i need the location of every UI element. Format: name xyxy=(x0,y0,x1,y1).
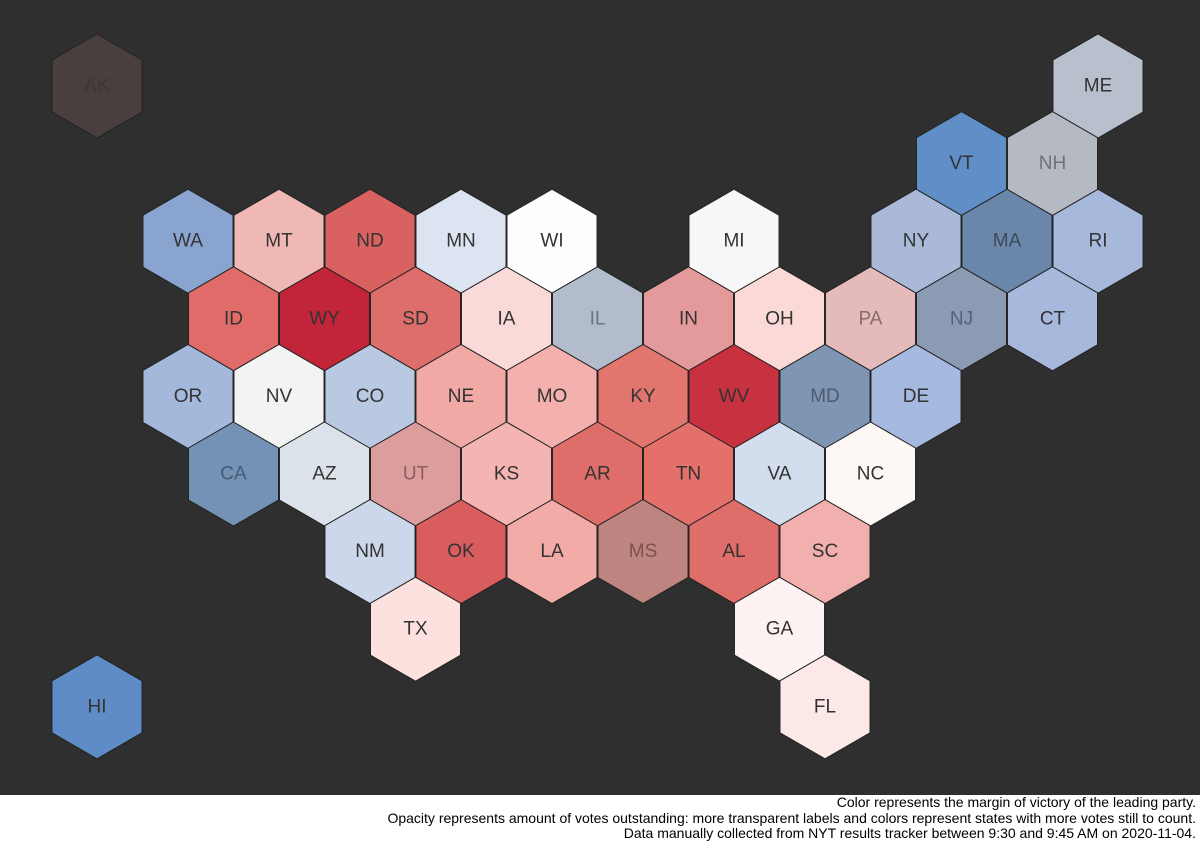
state-label: NC xyxy=(857,464,884,485)
state-label: CO xyxy=(356,386,385,407)
state-hex xyxy=(779,654,871,760)
state-hex xyxy=(187,421,280,527)
state-label: NV xyxy=(266,386,293,407)
state-label: PA xyxy=(859,308,883,329)
state-label: DE xyxy=(903,386,929,407)
state-label: MD xyxy=(810,386,840,407)
state-label: MA xyxy=(993,231,1022,252)
footer-line: Data manually collected from NYT results… xyxy=(623,825,1196,841)
state-label: IL xyxy=(590,308,606,329)
state: WA xyxy=(142,188,234,294)
state-label: CT xyxy=(1040,308,1066,329)
state-label: AR xyxy=(584,464,610,485)
state-label: HI xyxy=(88,696,107,717)
state-label: GA xyxy=(766,619,794,640)
state-label: LA xyxy=(540,541,564,562)
state-label: CA xyxy=(220,464,247,485)
footer-line: Color represents the margin of victory o… xyxy=(836,794,1196,810)
state-label: TN xyxy=(676,464,701,485)
state-hex xyxy=(597,499,689,605)
state: MN xyxy=(415,188,507,294)
state: NY xyxy=(870,188,962,294)
state: LA xyxy=(506,499,598,605)
state: OH xyxy=(733,266,826,372)
state: WV xyxy=(688,343,780,449)
state-label: OH xyxy=(765,308,794,329)
state-label: ID xyxy=(224,308,243,329)
state: RI xyxy=(1052,188,1144,294)
state: PA xyxy=(824,266,917,372)
state-label: NE xyxy=(448,386,474,407)
state-label: MO xyxy=(537,386,568,407)
state-label: IA xyxy=(498,308,516,329)
state: ME xyxy=(1052,33,1144,139)
state-label: WA xyxy=(173,231,203,252)
state-label: FL xyxy=(814,696,836,717)
state: WI xyxy=(506,188,598,294)
state-label: MS xyxy=(629,541,658,562)
state: MS xyxy=(597,499,689,605)
state-label: MN xyxy=(446,231,476,252)
footer: Color represents the margin of victory o… xyxy=(0,794,1200,842)
state: IA xyxy=(460,266,553,372)
state-label: SD xyxy=(402,308,428,329)
state-label: NH xyxy=(1039,153,1066,174)
state: KY xyxy=(597,343,689,449)
state-label: VT xyxy=(949,153,974,174)
state: MT xyxy=(233,188,325,294)
state-label: AZ xyxy=(312,464,337,485)
state: FL xyxy=(779,654,871,760)
state: AK xyxy=(51,33,143,139)
state: KS xyxy=(460,421,553,527)
state-label: KS xyxy=(494,464,519,485)
state-label: OR xyxy=(174,386,203,407)
state-label: WV xyxy=(719,386,750,407)
state-label: AK xyxy=(84,76,110,97)
state-label: SC xyxy=(812,541,838,562)
state: OK xyxy=(415,499,507,605)
state-hex xyxy=(51,654,143,760)
state-label: WY xyxy=(309,308,340,329)
state-label: NJ xyxy=(950,308,973,329)
state: NE xyxy=(415,343,507,449)
state: IL xyxy=(551,266,644,372)
hex-map: AK ME VT NH WA MT ND MN WI MI NY MA RI ID WY SD IA IL IN OH… xyxy=(51,33,1144,760)
state-label: NY xyxy=(903,231,930,252)
state-hex xyxy=(369,576,462,682)
state-label: IN xyxy=(679,308,698,329)
state: TX xyxy=(369,576,462,682)
footer-line: Opacity represents amount of votes outst… xyxy=(387,809,1196,826)
state: CT xyxy=(1006,266,1099,372)
state-label: MT xyxy=(265,231,293,252)
state-label: MI xyxy=(723,231,744,252)
state-label: OK xyxy=(447,541,475,562)
state: NC xyxy=(824,421,917,527)
state-label: RI xyxy=(1089,231,1108,252)
state-label: KY xyxy=(630,386,656,407)
state-label: TX xyxy=(403,619,428,640)
state: HI xyxy=(51,654,143,760)
state-hex xyxy=(506,499,598,605)
state-hex xyxy=(51,33,143,139)
state-label: WI xyxy=(540,231,563,252)
state: GA xyxy=(733,576,826,682)
state-label: ND xyxy=(356,231,383,252)
state-label: NM xyxy=(355,541,385,562)
state: MO xyxy=(506,343,598,449)
state: SC xyxy=(779,499,871,605)
state: MD xyxy=(779,343,871,449)
state-label: UT xyxy=(403,464,429,485)
state-hex xyxy=(1006,266,1099,372)
state-label: ME xyxy=(1084,76,1113,97)
state: NJ xyxy=(915,266,1008,372)
state: AL xyxy=(688,499,780,605)
state-label: AL xyxy=(722,541,745,562)
state: VT xyxy=(915,111,1008,217)
state: MI xyxy=(688,188,780,294)
state: CA xyxy=(187,421,280,527)
state-label: VA xyxy=(768,464,792,485)
